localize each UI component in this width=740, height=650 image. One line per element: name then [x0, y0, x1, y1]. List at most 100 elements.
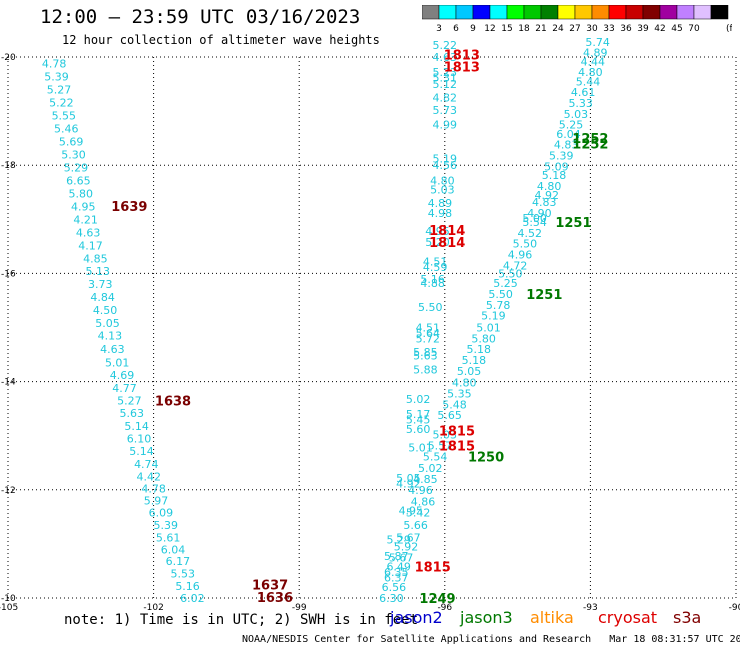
wave-height-value: 6.04 [161, 543, 186, 556]
wave-height-value: 4.63 [433, 51, 458, 64]
wave-height-value: 6.56 [382, 581, 407, 594]
wave-height-value: 5.73 [433, 104, 458, 117]
legend-altika: altika [530, 608, 574, 627]
pass-time-label: 1637 [252, 578, 288, 593]
pass-time-label: 1638 [155, 395, 191, 410]
scale-label: 15 [501, 24, 512, 34]
wave-height-value: 5.03 [430, 184, 455, 197]
wave-height-value: 5.87 [384, 550, 409, 563]
wave-height-value: 5.85 [413, 346, 438, 359]
scale-label: 9 [470, 24, 476, 34]
pass-time-label: 1814 [429, 224, 465, 239]
wave-height-value: 4.13 [98, 330, 123, 343]
wave-height-value: 6.49 [386, 561, 411, 574]
wave-height-value: 4.61 [571, 86, 596, 99]
wave-height-value: 5.25 [493, 277, 518, 290]
wave-height-value: 5.63 [413, 350, 438, 363]
wave-height-value: 5.19 [481, 310, 506, 323]
scale-label: 27 [569, 24, 580, 34]
wave-height-value: 5.18 [467, 343, 492, 356]
wave-height-value: 5.16 [175, 580, 200, 593]
scale-label: 36 [620, 24, 632, 34]
pass-time-label: 1813 [444, 61, 480, 76]
wave-height-value: 4.96 [408, 484, 433, 497]
wave-height-value: 5.09 [544, 160, 569, 173]
wave-height-value: 5.39 [549, 149, 574, 162]
wave-height-value: 5.72 [416, 332, 441, 345]
wave-height-value: 5.01 [105, 357, 130, 370]
pass-time-label: 1813 [444, 48, 480, 63]
pass-time-label: 1252 [572, 138, 608, 153]
wave-height-value: 5.22 [49, 96, 74, 109]
wave-height-value: 4.69 [110, 369, 135, 382]
wave-height-value: 5.17 [406, 408, 431, 421]
x-tick-label: -99 [292, 603, 307, 610]
wave-height-value: 5.05 [457, 365, 482, 378]
wave-height-value: 5.25 [559, 119, 584, 132]
wave-height-value: 4.78 [141, 483, 166, 496]
wave-height-value: 4.80 [537, 180, 562, 193]
x-tick-label: -96 [437, 603, 452, 610]
wave-height-value: 5.44 [576, 75, 601, 88]
scale-label: 30 [586, 24, 598, 34]
scale-label: 21 [535, 24, 546, 34]
pass-time-label: 1636 [257, 591, 293, 606]
scale-label: 45 [671, 24, 682, 34]
wave-height-value: 5.00 [522, 212, 547, 225]
wave-height-value: 5.92 [394, 541, 419, 554]
wave-height-value: 5.33 [568, 97, 593, 110]
x-tick-label: -105 [0, 603, 18, 610]
wave-height-value: 5.88 [413, 364, 438, 377]
wave-height-value: 4.95 [71, 200, 96, 213]
wave-height-value: 5.31 [433, 72, 458, 85]
wave-height-value: 5.39 [44, 70, 69, 83]
wave-height-value: 5.80 [471, 332, 496, 345]
wave-height-value: 4.89 [583, 47, 608, 60]
wave-height-value: 5.05 [95, 317, 120, 330]
scale-label: 42 [654, 24, 665, 34]
pass-time-label: 1814 [429, 236, 465, 251]
wave-height-value: 4.21 [73, 213, 98, 226]
wave-height-value: 5.63 [120, 407, 145, 420]
wave-height-value: 5.66 [403, 519, 428, 532]
wave-height-value: 6.37 [384, 571, 409, 584]
pass-time-label: 1250 [468, 450, 504, 465]
pass-time-label: 1815 [439, 439, 475, 454]
wave-height-value: 5.23 [433, 66, 458, 79]
wave-height-value: 4.96 [508, 248, 533, 261]
wave-height-value: 5.22 [433, 39, 458, 52]
altimeter-map: -105 -102 -99 -96 -93 -90 -10 -12 -14 -16 -18 -20 6.… [0, 36, 740, 610]
page-subtitle: 12 hour collection of altimeter wave hei… [62, 33, 380, 47]
wave-height-value: 5.42 [406, 507, 431, 520]
wave-height-value: 5.12 [433, 78, 458, 91]
wave-height-value: 5.05 [396, 472, 421, 485]
wave-height-value: 6.02 [180, 592, 205, 605]
wave-height-value: 5.18 [462, 354, 487, 367]
wave-height-value: 5.20 [425, 236, 450, 249]
wave-height-value: 4.17 [78, 239, 103, 252]
wave-height-value: 4.98 [428, 207, 453, 220]
wave-height-value: 5.80 [69, 187, 94, 200]
scale-label: 3 [436, 24, 442, 34]
wave-height-value: 5.50 [513, 238, 538, 251]
legend-cryosat: cryosat [598, 608, 658, 627]
wave-height-value: 5.45 [406, 413, 431, 426]
wave-height-value: 4.56 [433, 159, 458, 172]
legend-jason3: jason3 [460, 608, 513, 627]
wave-height-value: 5.67 [396, 531, 421, 544]
wave-height-value: 5.55 [52, 109, 77, 122]
legend-jason2: jason2 [390, 608, 443, 627]
wave-height-value: 6.17 [166, 555, 191, 568]
wave-height-value: 4.51 [416, 322, 441, 335]
scale-label: 39 [637, 24, 649, 34]
wave-height-value: 6.04 [556, 128, 581, 141]
scale-swatch [710, 5, 729, 20]
wave-height-value: 5.74 [585, 36, 610, 49]
wave-height-value: 4.59 [423, 261, 448, 274]
wave-height-value: 5.29 [64, 161, 89, 174]
wave-height-value: 4.78 [42, 57, 67, 70]
wave-height-value: 5.14 [129, 445, 154, 458]
wave-height-value: 6.65 [66, 174, 91, 187]
y-tick-label: -18 [1, 161, 16, 171]
wave-height-value: 5.46 [54, 122, 79, 135]
